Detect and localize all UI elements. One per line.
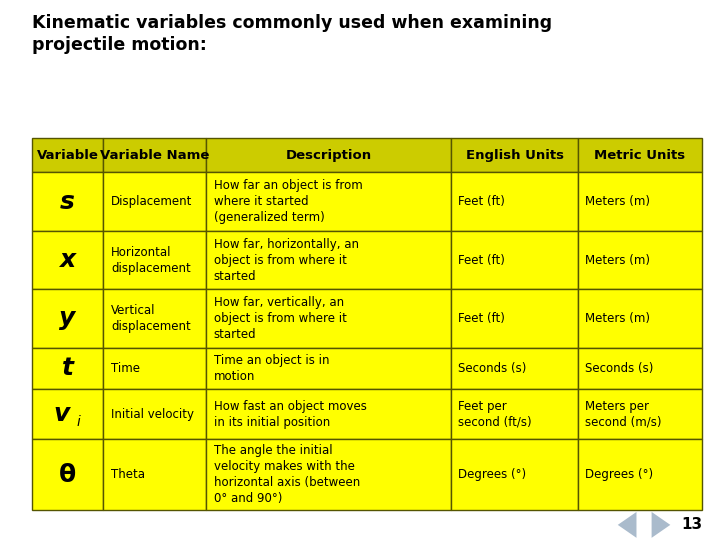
Text: How far, horizontally, an
object is from where it
started: How far, horizontally, an object is from… (214, 238, 359, 282)
Bar (578, 389, 702, 439)
Text: Seconds (s): Seconds (s) (585, 362, 654, 375)
Text: Vertical
displacement: Vertical displacement (112, 304, 191, 333)
Text: Description: Description (286, 148, 372, 161)
Text: i: i (76, 415, 80, 429)
Text: Degrees (°): Degrees (°) (458, 468, 526, 481)
Bar (451, 172, 578, 231)
Text: Time an object is in
motion: Time an object is in motion (214, 354, 329, 383)
Bar (578, 439, 702, 510)
Bar (32, 348, 103, 389)
Bar (578, 172, 702, 231)
Text: x: x (60, 248, 76, 272)
Text: Meters (m): Meters (m) (585, 195, 650, 208)
Text: Kinematic variables commonly used when examining
projectile motion:: Kinematic variables commonly used when e… (32, 14, 552, 55)
Text: Degrees (°): Degrees (°) (585, 468, 654, 481)
Bar (103, 172, 207, 231)
Bar (207, 389, 451, 439)
Text: Variable: Variable (37, 148, 99, 161)
Bar (207, 231, 451, 289)
Bar (207, 439, 451, 510)
Text: θ: θ (59, 463, 76, 487)
Text: Meters per
second (m/s): Meters per second (m/s) (585, 400, 662, 429)
Bar (103, 389, 207, 439)
Text: Displacement: Displacement (112, 195, 193, 208)
Text: How fast an object moves
in its initial position: How fast an object moves in its initial … (214, 400, 366, 429)
Text: Feet (ft): Feet (ft) (458, 195, 505, 208)
Bar (451, 138, 578, 172)
Bar (451, 389, 578, 439)
Bar (103, 231, 207, 289)
Text: t: t (61, 356, 73, 381)
Text: Feet per
second (ft/s): Feet per second (ft/s) (458, 400, 532, 429)
Text: Variable Name: Variable Name (100, 148, 210, 161)
Bar (32, 172, 103, 231)
Bar (103, 439, 207, 510)
Polygon shape (652, 512, 670, 538)
Text: Initial velocity: Initial velocity (112, 408, 194, 421)
Bar (451, 231, 578, 289)
Polygon shape (618, 512, 636, 538)
Text: Meters (m): Meters (m) (585, 254, 650, 267)
Bar (32, 439, 103, 510)
Bar (451, 289, 578, 348)
Text: Theta: Theta (112, 468, 145, 481)
Bar (32, 389, 103, 439)
Bar (578, 138, 702, 172)
Bar (451, 348, 578, 389)
Bar (32, 289, 103, 348)
Bar (103, 348, 207, 389)
Bar (207, 289, 451, 348)
Bar (207, 172, 451, 231)
Text: Feet (ft): Feet (ft) (458, 254, 505, 267)
Bar (103, 138, 207, 172)
Bar (32, 138, 103, 172)
Bar (32, 231, 103, 289)
Text: The angle the initial
velocity makes with the
horizontal axis (between
0° and 90: The angle the initial velocity makes wit… (214, 444, 360, 505)
Text: Metric Units: Metric Units (595, 148, 685, 161)
Bar (578, 289, 702, 348)
Text: y: y (60, 307, 76, 330)
Bar (207, 138, 451, 172)
Text: Seconds (s): Seconds (s) (458, 362, 526, 375)
Text: English Units: English Units (466, 148, 564, 161)
Text: Horizontal
displacement: Horizontal displacement (112, 246, 191, 274)
Text: s: s (60, 190, 75, 214)
Bar (578, 348, 702, 389)
Text: How far an object is from
where it started
(generalized term): How far an object is from where it start… (214, 179, 362, 224)
Text: 13: 13 (681, 517, 702, 532)
Bar (578, 231, 702, 289)
Text: v: v (54, 402, 70, 426)
Bar (103, 289, 207, 348)
Text: Feet (ft): Feet (ft) (458, 312, 505, 325)
Text: Time: Time (112, 362, 140, 375)
Text: Meters (m): Meters (m) (585, 312, 650, 325)
Text: How far, vertically, an
object is from where it
started: How far, vertically, an object is from w… (214, 296, 346, 341)
Bar (451, 439, 578, 510)
Bar (207, 348, 451, 389)
